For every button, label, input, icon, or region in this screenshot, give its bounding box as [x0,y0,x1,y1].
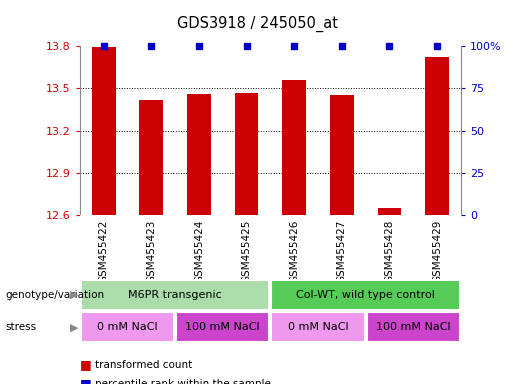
Text: genotype/variation: genotype/variation [5,290,104,300]
Text: ■: ■ [80,358,92,371]
Text: GSM455428: GSM455428 [385,220,394,283]
Bar [92,48,115,215]
Bar [367,312,460,343]
Bar [282,80,306,215]
Text: GSM455426: GSM455426 [289,220,299,283]
Bar [81,312,174,343]
Text: GSM455423: GSM455423 [146,220,156,283]
Text: Col-WT, wild type control: Col-WT, wild type control [296,290,435,300]
Text: ▶: ▶ [71,322,79,333]
Bar [187,94,211,215]
Text: 0 mM NaCl: 0 mM NaCl [288,322,348,333]
Text: GSM455422: GSM455422 [99,220,109,283]
Text: stress: stress [5,322,36,333]
Text: percentile rank within the sample: percentile rank within the sample [95,379,271,384]
Text: transformed count: transformed count [95,360,193,370]
Bar [271,280,460,310]
Text: 100 mM NaCl: 100 mM NaCl [185,322,260,333]
Bar [330,95,354,215]
Text: 100 mM NaCl: 100 mM NaCl [376,322,451,333]
Text: ▶: ▶ [71,290,79,300]
Text: GSM455424: GSM455424 [194,220,204,283]
Text: GSM455425: GSM455425 [242,220,251,283]
Bar [140,99,163,215]
Bar [377,208,401,215]
Text: 0 mM NaCl: 0 mM NaCl [97,322,158,333]
Text: GSM455429: GSM455429 [432,220,442,283]
Bar [81,280,269,310]
Text: M6PR transgenic: M6PR transgenic [128,290,222,300]
Bar [235,93,259,215]
Bar [271,312,365,343]
Text: GDS3918 / 245050_at: GDS3918 / 245050_at [177,15,338,31]
Bar [425,57,449,215]
Bar [176,312,269,343]
Text: ■: ■ [80,377,92,384]
Text: GSM455427: GSM455427 [337,220,347,283]
